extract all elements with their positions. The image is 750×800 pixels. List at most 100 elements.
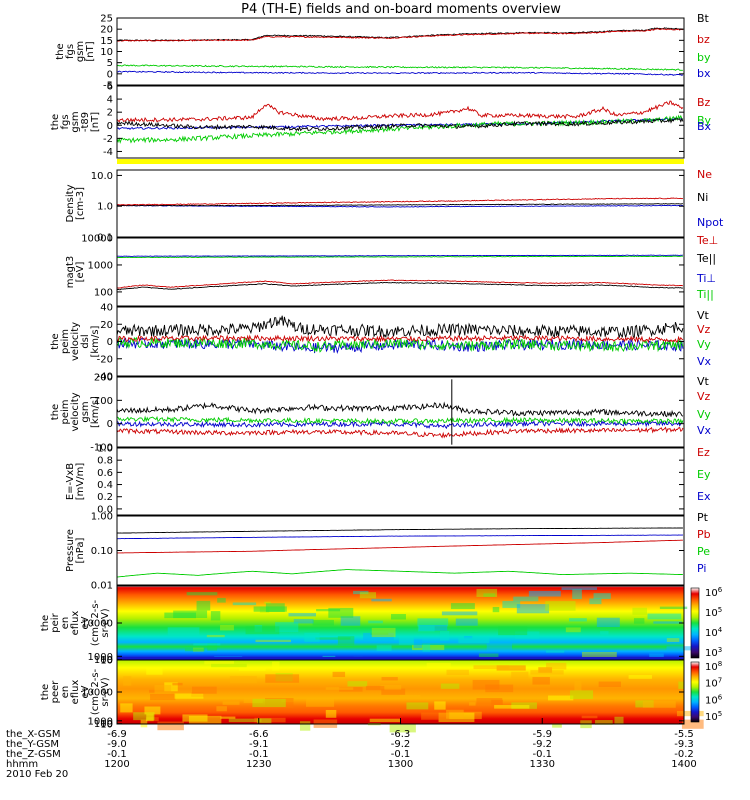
ephemeris-label-the_X-GSM: the_X-GSM xyxy=(6,729,60,740)
series-line-bx xyxy=(116,70,684,76)
spectrogram-texture xyxy=(256,718,272,724)
ephemeris-value: -6.9 xyxy=(107,729,127,740)
y-tick-label: 20 xyxy=(100,320,113,331)
spectrogram-texture xyxy=(502,600,521,608)
spectrogram-texture xyxy=(546,662,567,670)
spectrogram-texture xyxy=(478,653,499,661)
y-axis-label: gsm xyxy=(70,111,81,132)
y-tick-label: 0 xyxy=(107,337,113,348)
y-tick-label: 0.6 xyxy=(97,468,113,479)
y-tick-label: -40 xyxy=(97,372,113,383)
ephemeris-value: -9.2 xyxy=(391,739,411,750)
colorbar xyxy=(690,661,700,723)
y-tick-label: 1000 xyxy=(88,260,113,271)
y-tick-label: 0.10 xyxy=(91,546,113,557)
y-tick-label: 10000 xyxy=(81,234,113,245)
spectrogram-texture xyxy=(581,651,617,658)
spectrogram-texture xyxy=(275,622,299,633)
spectrogram-texture xyxy=(211,663,247,668)
ephemeris-value: -0.1 xyxy=(391,749,411,760)
y-tick-label: 1.00 xyxy=(91,512,113,523)
spectrogram-texture xyxy=(264,601,271,605)
spectrogram-texture xyxy=(486,641,513,652)
series-line-Vz xyxy=(116,426,684,439)
spectrogram-texture xyxy=(288,613,317,617)
spectrogram-texture xyxy=(174,693,204,699)
y-axis-label: gsm xyxy=(75,41,86,62)
spectrogram-texture xyxy=(245,626,280,635)
spectrogram-texture xyxy=(516,604,550,614)
y-tick-label: 0.1 xyxy=(97,233,113,244)
legend-entry-Bt: Bt xyxy=(697,12,710,25)
y-axis-label: the xyxy=(40,684,51,700)
colorbar-tick-base: 10 xyxy=(705,648,718,659)
y-tick-label: 0.2 xyxy=(97,492,113,503)
y-axis-label: velocity xyxy=(70,322,81,361)
spectrogram-texture xyxy=(389,723,416,733)
spectrogram-texture xyxy=(494,705,530,709)
y-axis-label: [nPa] xyxy=(75,537,86,563)
y-axis-label: the xyxy=(50,333,61,349)
spectrogram-texture xyxy=(371,598,392,602)
spectrogram-texture xyxy=(315,637,351,640)
y-axis-label: -t89 xyxy=(80,112,91,132)
spectrogram-texture xyxy=(426,662,451,668)
ephemeris-value: -5.5 xyxy=(674,729,694,740)
y-axis-label: magt3 xyxy=(65,256,76,289)
y-axis-label: peim xyxy=(60,399,71,424)
y-tick-label: 10 xyxy=(100,47,113,58)
legend-entry-Pt: Pt xyxy=(697,511,709,524)
legend-entry-bz: bz xyxy=(697,33,710,46)
y-tick-label: 6 xyxy=(107,82,113,93)
colorbar-tick-exponent: 6 xyxy=(718,586,723,594)
panel-7: 1.00.80.60.40.20.0 E=-VxB [mV/m] Ez Ey Ex xyxy=(65,444,711,516)
spectrogram-texture xyxy=(220,716,236,719)
spectrogram-texture xyxy=(368,620,383,624)
colorbar-tick-exponent: 8 xyxy=(718,660,722,668)
legend-entry-Pi: Pi xyxy=(697,562,706,575)
y-axis-label: [eV] xyxy=(75,262,86,283)
series-line-Te⊥ xyxy=(116,279,684,289)
spectrogram-texture xyxy=(381,688,406,695)
series-line-Te|| xyxy=(116,282,683,291)
colorbar-tick-base: 10 xyxy=(705,662,718,673)
spectrogram-texture xyxy=(406,702,429,710)
ephemeris-value: 1300 xyxy=(388,759,413,770)
spectrogram-texture xyxy=(123,676,132,686)
spectrogram-texture xyxy=(676,710,704,717)
legend-entry-Vx: Vx xyxy=(697,355,712,368)
spectrogram-texture xyxy=(154,685,172,694)
spectrogram-texture xyxy=(325,687,354,690)
spectrogram-texture xyxy=(217,597,226,603)
spectrogram-texture xyxy=(545,601,576,611)
spectrogram-texture xyxy=(120,703,133,713)
spectrogram-texture xyxy=(193,643,221,646)
series-line-Ni xyxy=(116,203,683,207)
series-line-Pt xyxy=(116,527,683,534)
colorbar-tick-exponent: 5 xyxy=(718,710,722,718)
legend-entry-Ti||: Ti|| xyxy=(696,288,714,301)
y-axis-label: the xyxy=(50,404,61,420)
x-axis: the_X-GSM -6.9 -6.6 -6.3 -5.9 -5.5 the_Y-GSM -9… xyxy=(6,718,697,780)
spectrogram-texture xyxy=(647,613,682,620)
y-axis-label: (cm^2-s- xyxy=(90,668,101,715)
series-line-by xyxy=(116,64,683,71)
spectrogram-texture xyxy=(216,706,227,712)
y-axis-label: en xyxy=(60,686,71,699)
spectrogram-texture xyxy=(192,686,217,694)
legend-entry-Vy: Vy xyxy=(697,408,711,421)
spectrogram-texture xyxy=(157,721,184,731)
legend-entry-Npot: Npot xyxy=(697,216,724,229)
colorbar-tick-base: 10 xyxy=(705,712,718,723)
y-tick-label: 10000 xyxy=(81,688,113,699)
panel-6: 200 100 0 -100 the peim velocity gsm [km/s] Vt Vz V… xyxy=(50,373,712,454)
colorbar-tick-label: 105 xyxy=(705,606,722,619)
ephemeris-value: -5.9 xyxy=(532,729,552,740)
spectrogram-texture xyxy=(391,614,406,620)
colorbar-tick-label: 106 xyxy=(705,586,723,599)
spectrogram-texture xyxy=(255,639,291,643)
